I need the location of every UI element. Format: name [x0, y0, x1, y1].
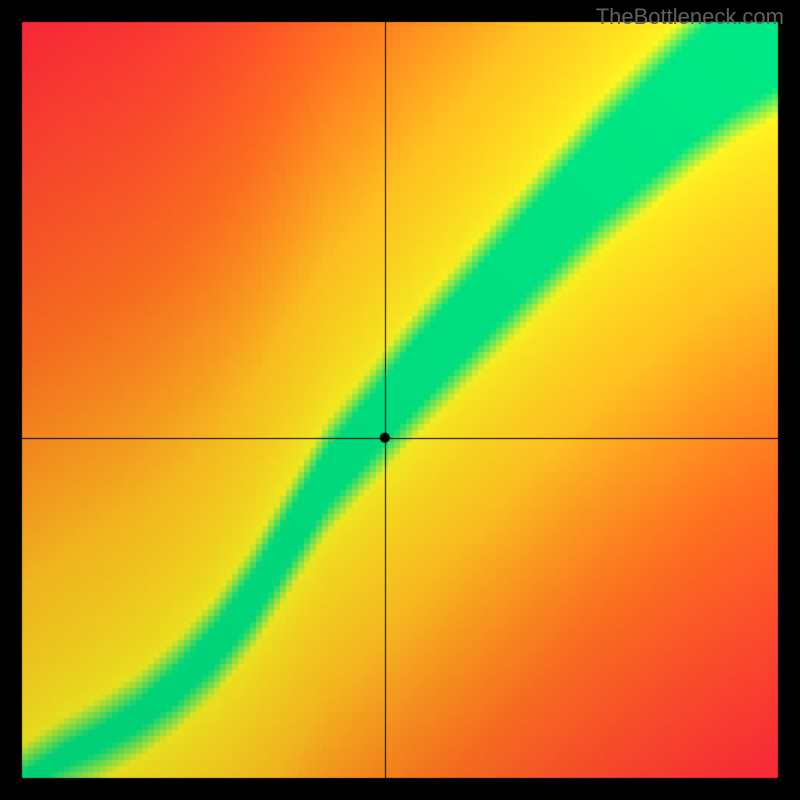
- bottleneck-heatmap-canvas: [0, 0, 800, 800]
- watermark-text: TheBottleneck.com: [596, 4, 784, 30]
- chart-container: TheBottleneck.com: [0, 0, 800, 800]
